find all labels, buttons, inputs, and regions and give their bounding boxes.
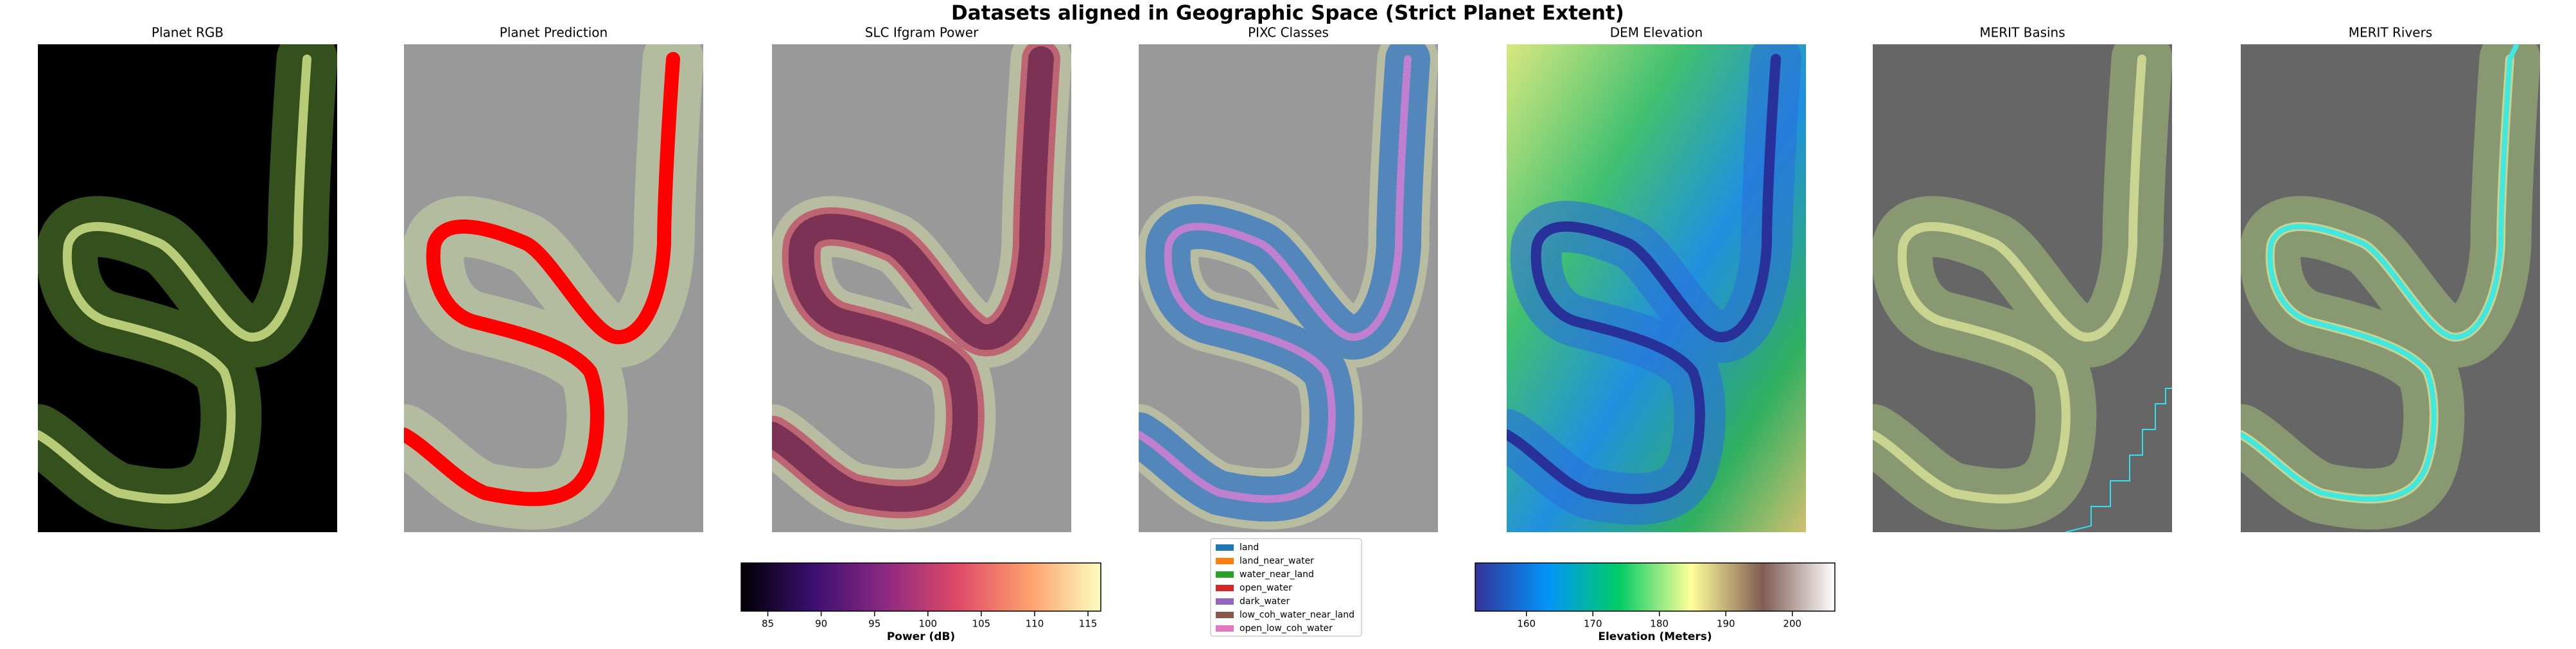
tick-label: 115	[1079, 618, 1098, 630]
tick-label: 180	[1650, 618, 1669, 630]
legend-swatch	[1216, 625, 1234, 632]
panel-title: Planet RGB	[152, 25, 223, 40]
legend-swatch	[1216, 612, 1234, 618]
legend-label: water_near_land	[1240, 569, 1314, 580]
panel-title: PIXC Classes	[1248, 25, 1329, 40]
legend-swatch	[1216, 571, 1234, 578]
panel-image	[1139, 44, 1438, 532]
legend-box	[1210, 538, 1362, 637]
tick-label: 110	[1026, 618, 1044, 630]
tick-label: 90	[815, 618, 827, 630]
colorbar-label: Power (dB)	[887, 630, 955, 643]
panel-title: DEM Elevation	[1610, 25, 1703, 40]
colorbar-label: Elevation (Meters)	[1598, 630, 1712, 643]
tick-label: 85	[762, 618, 774, 630]
tick-label: 160	[1517, 618, 1536, 630]
panel-image	[1873, 44, 2172, 532]
legend-label: open_water	[1240, 583, 1292, 593]
tick-label: 190	[1717, 618, 1735, 630]
tick-label: 95	[868, 618, 881, 630]
legend-label: low_coh_water_near_land	[1240, 610, 1354, 620]
panel-image	[772, 44, 1071, 532]
figure-title: Datasets aligned in Geographic Space (St…	[951, 2, 1624, 25]
legend-swatch	[1216, 544, 1234, 551]
legend-label: open_low_coh_water	[1240, 623, 1333, 634]
legend-swatch	[1216, 598, 1234, 605]
panel-image	[1507, 44, 1806, 532]
legend-label: dark_water	[1240, 596, 1290, 607]
panel-title: MERIT Rivers	[2349, 25, 2433, 40]
panel-image	[404, 44, 703, 532]
legend-swatch	[1216, 558, 1234, 564]
panel-title: Planet Prediction	[500, 25, 608, 40]
panel-title: MERIT Basins	[1979, 25, 2065, 40]
colorbar	[1475, 562, 1836, 612]
tick-label: 100	[918, 618, 937, 630]
colorbar	[740, 562, 1101, 612]
panel-image	[38, 44, 337, 532]
legend-label: land_near_water	[1240, 556, 1314, 566]
legend-label: land	[1240, 542, 1259, 553]
panel-image	[2241, 44, 2540, 532]
tick-label: 200	[1783, 618, 1801, 630]
tick-label: 105	[972, 618, 991, 630]
panel-title: SLC Ifgram Power	[865, 25, 979, 40]
legend-swatch	[1216, 585, 1234, 591]
tick-label: 170	[1584, 618, 1602, 630]
